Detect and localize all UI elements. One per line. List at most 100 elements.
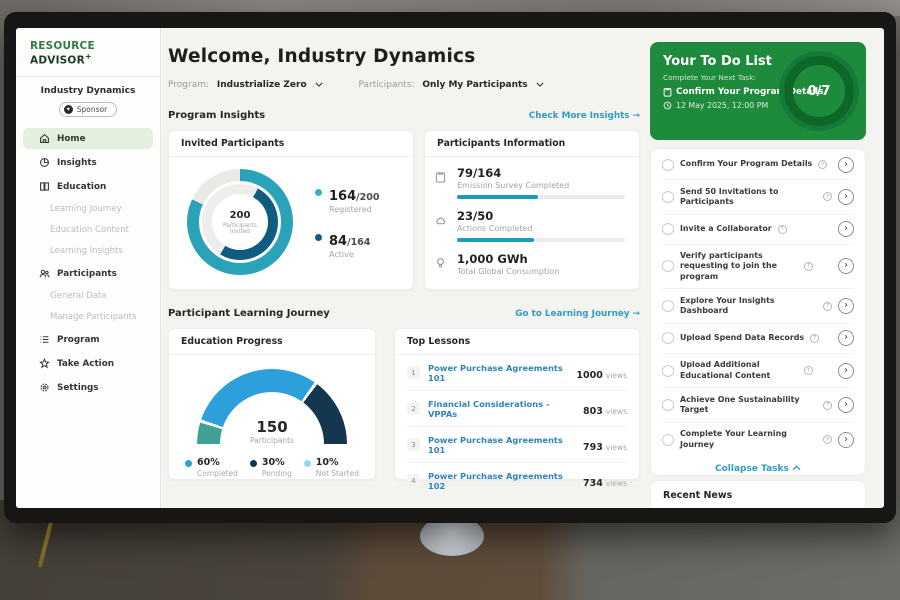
donut-center-label: Participants Invited <box>222 222 258 235</box>
participants-label: Participants: <box>358 80 415 90</box>
collapse-tasks-link[interactable]: Collapse Tasks <box>662 456 854 481</box>
todo-subtitle: Complete Your Next Task: <box>663 73 756 82</box>
chevron-right-icon[interactable]: › <box>838 221 854 238</box>
lesson-link[interactable]: Power Purchase Agreements 101 <box>428 362 563 383</box>
logo-plus: + <box>84 52 92 61</box>
education-gauge-chart: 150 Participants <box>197 369 347 445</box>
chevron-right-icon[interactable]: › <box>838 362 854 379</box>
task-checkbox[interactable] <box>662 158 674 171</box>
education-legend: 60% Completed 30% Pending 10% Not Started <box>169 445 375 478</box>
info-icon: ? <box>777 224 787 234</box>
task-row-achieve-target[interactable]: Achieve One Sustainability Target ? › <box>662 388 854 423</box>
task-checkbox[interactable] <box>662 260 674 273</box>
book-icon <box>40 182 49 191</box>
chevron-right-icon[interactable]: › <box>838 298 854 315</box>
sidebar-item-home[interactable]: Home <box>23 128 153 149</box>
task-checkbox[interactable] <box>662 332 674 345</box>
chevron-right-icon[interactable]: › <box>838 258 854 275</box>
legend-not-started: 10% Not Started <box>303 457 359 478</box>
task-row-verify-participants[interactable]: Verify participants requesting to join t… <box>662 245 854 290</box>
sidebar-item-insights[interactable]: Insights <box>23 152 153 173</box>
sidebar-item-label: Insights <box>57 157 97 168</box>
lesson-link[interactable]: Power Purchase Agreements 101 <box>428 434 563 455</box>
section-title: Program Insights <box>168 110 266 121</box>
task-checkbox[interactable] <box>662 433 674 446</box>
info-icon: ? <box>823 435 832 445</box>
gear-icon <box>40 383 49 392</box>
progress-track <box>457 238 625 242</box>
progress-fill <box>457 238 535 242</box>
page-title: Welcome, Industry Dynamics <box>168 46 476 67</box>
task-row-upload-spend-data[interactable]: Upload Spend Data Records ? › <box>662 324 854 354</box>
clipboard-icon <box>435 166 449 199</box>
card-title: Top Lessons <box>395 329 639 355</box>
chevron-right-icon[interactable]: › <box>838 156 854 173</box>
lesson-link[interactable]: Power Purchase Agreements 102 <box>428 470 563 491</box>
info-icon: ? <box>804 261 813 271</box>
invited-legend: 164/200 Registered 84/164 Active <box>315 185 379 259</box>
invited-donut-chart: 200 Participants Invited <box>187 169 293 275</box>
task-row-confirm-program[interactable]: Confirm Your Program Details ? › <box>662 150 854 180</box>
task-checkbox[interactable] <box>662 190 674 203</box>
chevron-right-icon[interactable]: › <box>838 431 854 448</box>
sidebar-item-manage-participants[interactable]: Manage Participants <box>50 312 137 322</box>
sidebar-item-program[interactable]: Program <box>23 329 153 350</box>
sidebar-item-participants[interactable]: Participants <box>23 263 153 284</box>
sidebar-item-label: Program <box>57 334 100 345</box>
recent-news-title: Recent News <box>663 490 733 501</box>
sidebar-item-general-data[interactable]: General Data <box>50 291 107 301</box>
legend-completed: 60% Completed <box>185 457 238 478</box>
task-row-send-invitations[interactable]: Send 50 Invitations to Participants ? › <box>662 180 854 215</box>
task-row-invite-collaborator[interactable]: Invite a Collaborator ? › <box>662 215 854 245</box>
participants-dropdown[interactable]: Participants: Only My Participants <box>359 80 544 90</box>
task-row-complete-learning-journey[interactable]: Complete Your Learning Journey ? › <box>662 423 854 457</box>
info-icon: ? <box>823 301 832 311</box>
home-icon <box>40 133 49 143</box>
learning-journey-header: Participant Learning Journey Go to Learn… <box>168 308 640 319</box>
sponsor-icon: ✦ <box>63 104 73 114</box>
chevron-right-icon[interactable]: › <box>838 188 854 205</box>
task-checkbox[interactable] <box>662 399 674 412</box>
program-value: Industrialize Zero <box>216 80 307 90</box>
lesson-row: 4 Power Purchase Agreements 102 734 views <box>407 463 627 499</box>
sponsor-label: Sponsor <box>76 104 108 114</box>
card-title: Invited Participants <box>169 131 413 157</box>
task-row-upload-educational-content[interactable]: Upload Additional Educational Content ? … <box>662 354 854 389</box>
task-checkbox[interactable] <box>662 300 674 313</box>
sidebar-nav: Home Insights Education Learning Journey… <box>16 127 160 400</box>
main-content: Welcome, Industry Dynamics Program: Indu… <box>168 28 640 508</box>
sidebar-item-learning-insights[interactable]: Learning Insights <box>50 246 123 256</box>
task-row-explore-insights[interactable]: Explore Your Insights Dashboard ? › <box>662 289 854 324</box>
progress-fill <box>457 195 538 199</box>
sidebar: RESOURCE ADVISOR+ Industry Dynamics ✦ Sp… <box>16 28 161 508</box>
gauge-center: 150 Participants <box>197 418 347 445</box>
participants-icon <box>39 269 50 278</box>
program-dropdown[interactable]: Program: Industrialize Zero <box>168 80 323 90</box>
chevron-right-icon[interactable]: › <box>838 330 854 347</box>
sponsor-badge[interactable]: ✦ Sponsor <box>58 101 118 117</box>
card-title: Education Progress <box>169 329 375 355</box>
participants-information-card: Participants Information 79/164 Emission… <box>424 130 640 290</box>
lesson-link[interactable]: Power Purchase Agreements 103 <box>428 507 575 509</box>
sidebar-item-education-content[interactable]: Education Content <box>50 225 129 235</box>
todo-title: Your To Do List <box>663 54 772 69</box>
lesson-row: 2 Financial Considerations - VPPAs 803 vi… <box>407 391 627 427</box>
chevron-up-icon <box>792 465 801 471</box>
legend-pending: 30% Pending <box>249 457 292 478</box>
sidebar-item-take-action[interactable]: Take Action <box>23 353 153 374</box>
sidebar-item-learning-journey[interactable]: Learning Journey <box>50 204 122 214</box>
sidebar-item-settings[interactable]: Settings <box>23 377 153 398</box>
lesson-rank: 3 <box>407 438 420 451</box>
chevron-down-icon <box>314 80 323 90</box>
chevron-right-icon[interactable]: › <box>838 397 854 414</box>
task-checkbox[interactable] <box>662 364 674 377</box>
sidebar-item-education[interactable]: Education <box>23 176 153 197</box>
check-more-insights-link[interactable]: Check More Insights → <box>528 110 640 121</box>
go-to-learning-journey-link[interactable]: Go to Learning Journey → <box>515 308 640 319</box>
task-checkbox[interactable] <box>662 223 674 236</box>
lesson-rank: 2 <box>407 402 420 415</box>
todo-next-task[interactable]: Confirm Your Program Details <box>663 87 853 97</box>
lesson-row: 1 Power Purchase Agreements 101 1000 view… <box>407 355 627 391</box>
lesson-link[interactable]: Financial Considerations - VPPAs <box>428 398 550 419</box>
